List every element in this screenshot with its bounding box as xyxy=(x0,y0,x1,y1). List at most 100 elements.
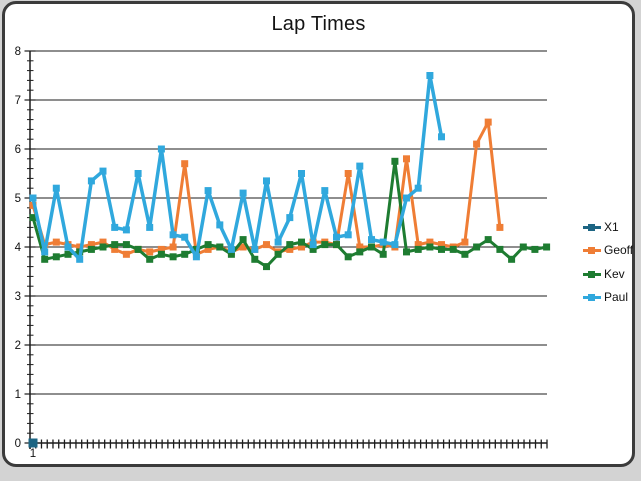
data-point-marker xyxy=(216,221,224,229)
data-point-marker xyxy=(333,233,340,241)
data-point-marker xyxy=(239,243,247,251)
data-point-marker xyxy=(157,245,165,253)
data-point-marker xyxy=(146,223,154,231)
legend-item-kev[interactable]: Kev xyxy=(583,266,625,282)
y-axis-label: 1 xyxy=(15,389,21,401)
data-point-marker xyxy=(111,245,119,253)
data-point-marker xyxy=(274,250,282,258)
data-point-marker xyxy=(227,250,235,258)
data-point-marker xyxy=(543,243,551,251)
legend-label-geoff: Geoff xyxy=(604,243,634,257)
legend-item-geoff[interactable]: Geoff xyxy=(583,242,633,258)
data-point-marker xyxy=(274,238,282,246)
data-point-marker xyxy=(64,250,72,258)
data-point-marker xyxy=(461,250,469,258)
data-point-marker xyxy=(29,214,37,222)
data-point-marker xyxy=(239,236,247,244)
data-point-marker xyxy=(391,157,399,165)
data-point-marker xyxy=(204,187,212,195)
paul-series-marker-icon xyxy=(583,293,601,301)
data-point-marker xyxy=(263,263,270,271)
data-point-marker xyxy=(403,155,410,163)
data-point-marker xyxy=(508,255,516,263)
data-point-marker xyxy=(426,243,434,251)
data-point-marker xyxy=(531,245,539,253)
data-point-marker xyxy=(134,245,142,253)
data-point-marker xyxy=(403,248,410,256)
data-point-marker xyxy=(216,243,224,251)
data-point-marker xyxy=(76,255,84,263)
x-axis-label: 1 xyxy=(30,448,36,458)
data-point-marker xyxy=(356,162,364,170)
data-point-marker xyxy=(298,238,305,246)
data-point-marker xyxy=(344,170,352,177)
data-point-marker xyxy=(157,250,165,258)
y-axis-label: 4 xyxy=(15,242,22,254)
data-point-marker xyxy=(87,241,95,249)
series-paul[interactable] xyxy=(29,72,446,263)
data-point-marker xyxy=(473,243,481,251)
y-axis-label: 2 xyxy=(15,340,21,352)
data-point-marker xyxy=(134,170,142,177)
data-point-marker xyxy=(414,241,422,249)
data-point-marker xyxy=(519,243,527,251)
data-point-marker xyxy=(87,245,95,253)
data-point-marker xyxy=(438,241,445,249)
data-point-marker xyxy=(87,177,95,185)
data-point-marker xyxy=(438,245,445,253)
data-point-marker xyxy=(309,241,317,249)
data-point-marker xyxy=(484,118,492,126)
data-point-marker xyxy=(368,243,375,251)
data-point-marker xyxy=(52,238,60,246)
y-axis-label: 5 xyxy=(15,193,21,205)
legend-item-paul[interactable]: Paul xyxy=(583,289,628,305)
data-point-marker xyxy=(122,241,130,249)
data-point-marker xyxy=(99,167,107,175)
data-point-marker xyxy=(146,255,154,263)
data-point-marker xyxy=(41,248,49,256)
data-point-marker xyxy=(286,214,294,222)
legend-label-x1: X1 xyxy=(604,220,619,234)
data-point-marker xyxy=(263,241,270,249)
data-point-marker xyxy=(181,250,189,258)
series-kev[interactable] xyxy=(29,157,551,271)
data-point-marker xyxy=(321,187,329,195)
data-point-marker xyxy=(157,145,165,153)
data-point-marker xyxy=(403,194,410,202)
series-x1[interactable] xyxy=(28,438,38,448)
y-axis-label: 6 xyxy=(15,144,21,156)
data-point-marker xyxy=(111,223,119,231)
data-point-marker xyxy=(169,243,177,251)
data-point-marker xyxy=(379,250,387,258)
x1-series-marker-icon xyxy=(583,223,601,231)
data-point-marker xyxy=(181,160,189,168)
data-point-marker xyxy=(298,170,305,177)
data-point-marker xyxy=(333,241,340,249)
kev-series-marker-icon xyxy=(583,270,601,278)
data-point-marker xyxy=(76,243,84,251)
data-point-marker xyxy=(64,243,72,251)
geoff-series-marker-icon xyxy=(583,246,601,254)
data-point-marker xyxy=(484,236,492,244)
data-point-marker xyxy=(52,253,60,261)
data-point-marker xyxy=(204,241,212,249)
data-point-marker xyxy=(286,245,294,253)
data-point-marker xyxy=(414,184,422,192)
data-point-marker xyxy=(192,253,200,261)
data-point-marker xyxy=(169,231,177,239)
data-point-marker xyxy=(99,243,107,251)
y-axis-label: 8 xyxy=(15,46,21,58)
y-axis-label: 3 xyxy=(15,291,21,303)
data-point-marker xyxy=(496,223,504,231)
data-point-marker xyxy=(438,133,445,141)
legend-label-kev: Kev xyxy=(604,267,625,281)
data-point-marker xyxy=(41,255,49,263)
legend-label-paul: Paul xyxy=(604,290,629,304)
data-point-marker xyxy=(146,248,154,256)
data-point-marker xyxy=(368,236,375,244)
chart-title: Lap Times xyxy=(271,13,366,35)
data-point-marker xyxy=(391,241,399,249)
legend-item-x1[interactable]: X1 xyxy=(583,219,619,235)
